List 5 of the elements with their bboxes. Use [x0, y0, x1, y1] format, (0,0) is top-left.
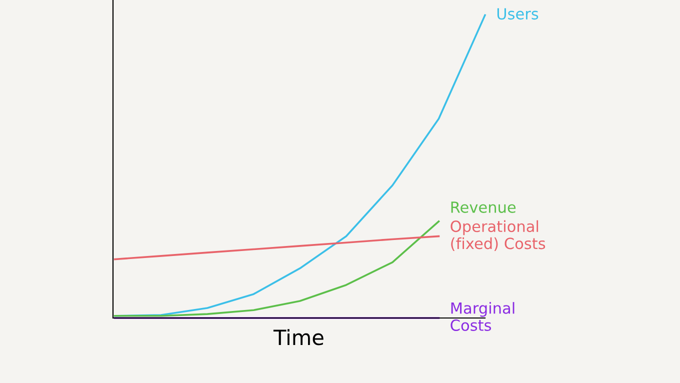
series-label: Revenue: [451, 202, 516, 213]
x-axis-title: Time: [273, 329, 324, 346]
series-label: Operational (fixed) Costs: [450, 220, 546, 252]
series-label: Users: [497, 8, 538, 20]
series-label: Marginal Costs: [450, 302, 514, 331]
